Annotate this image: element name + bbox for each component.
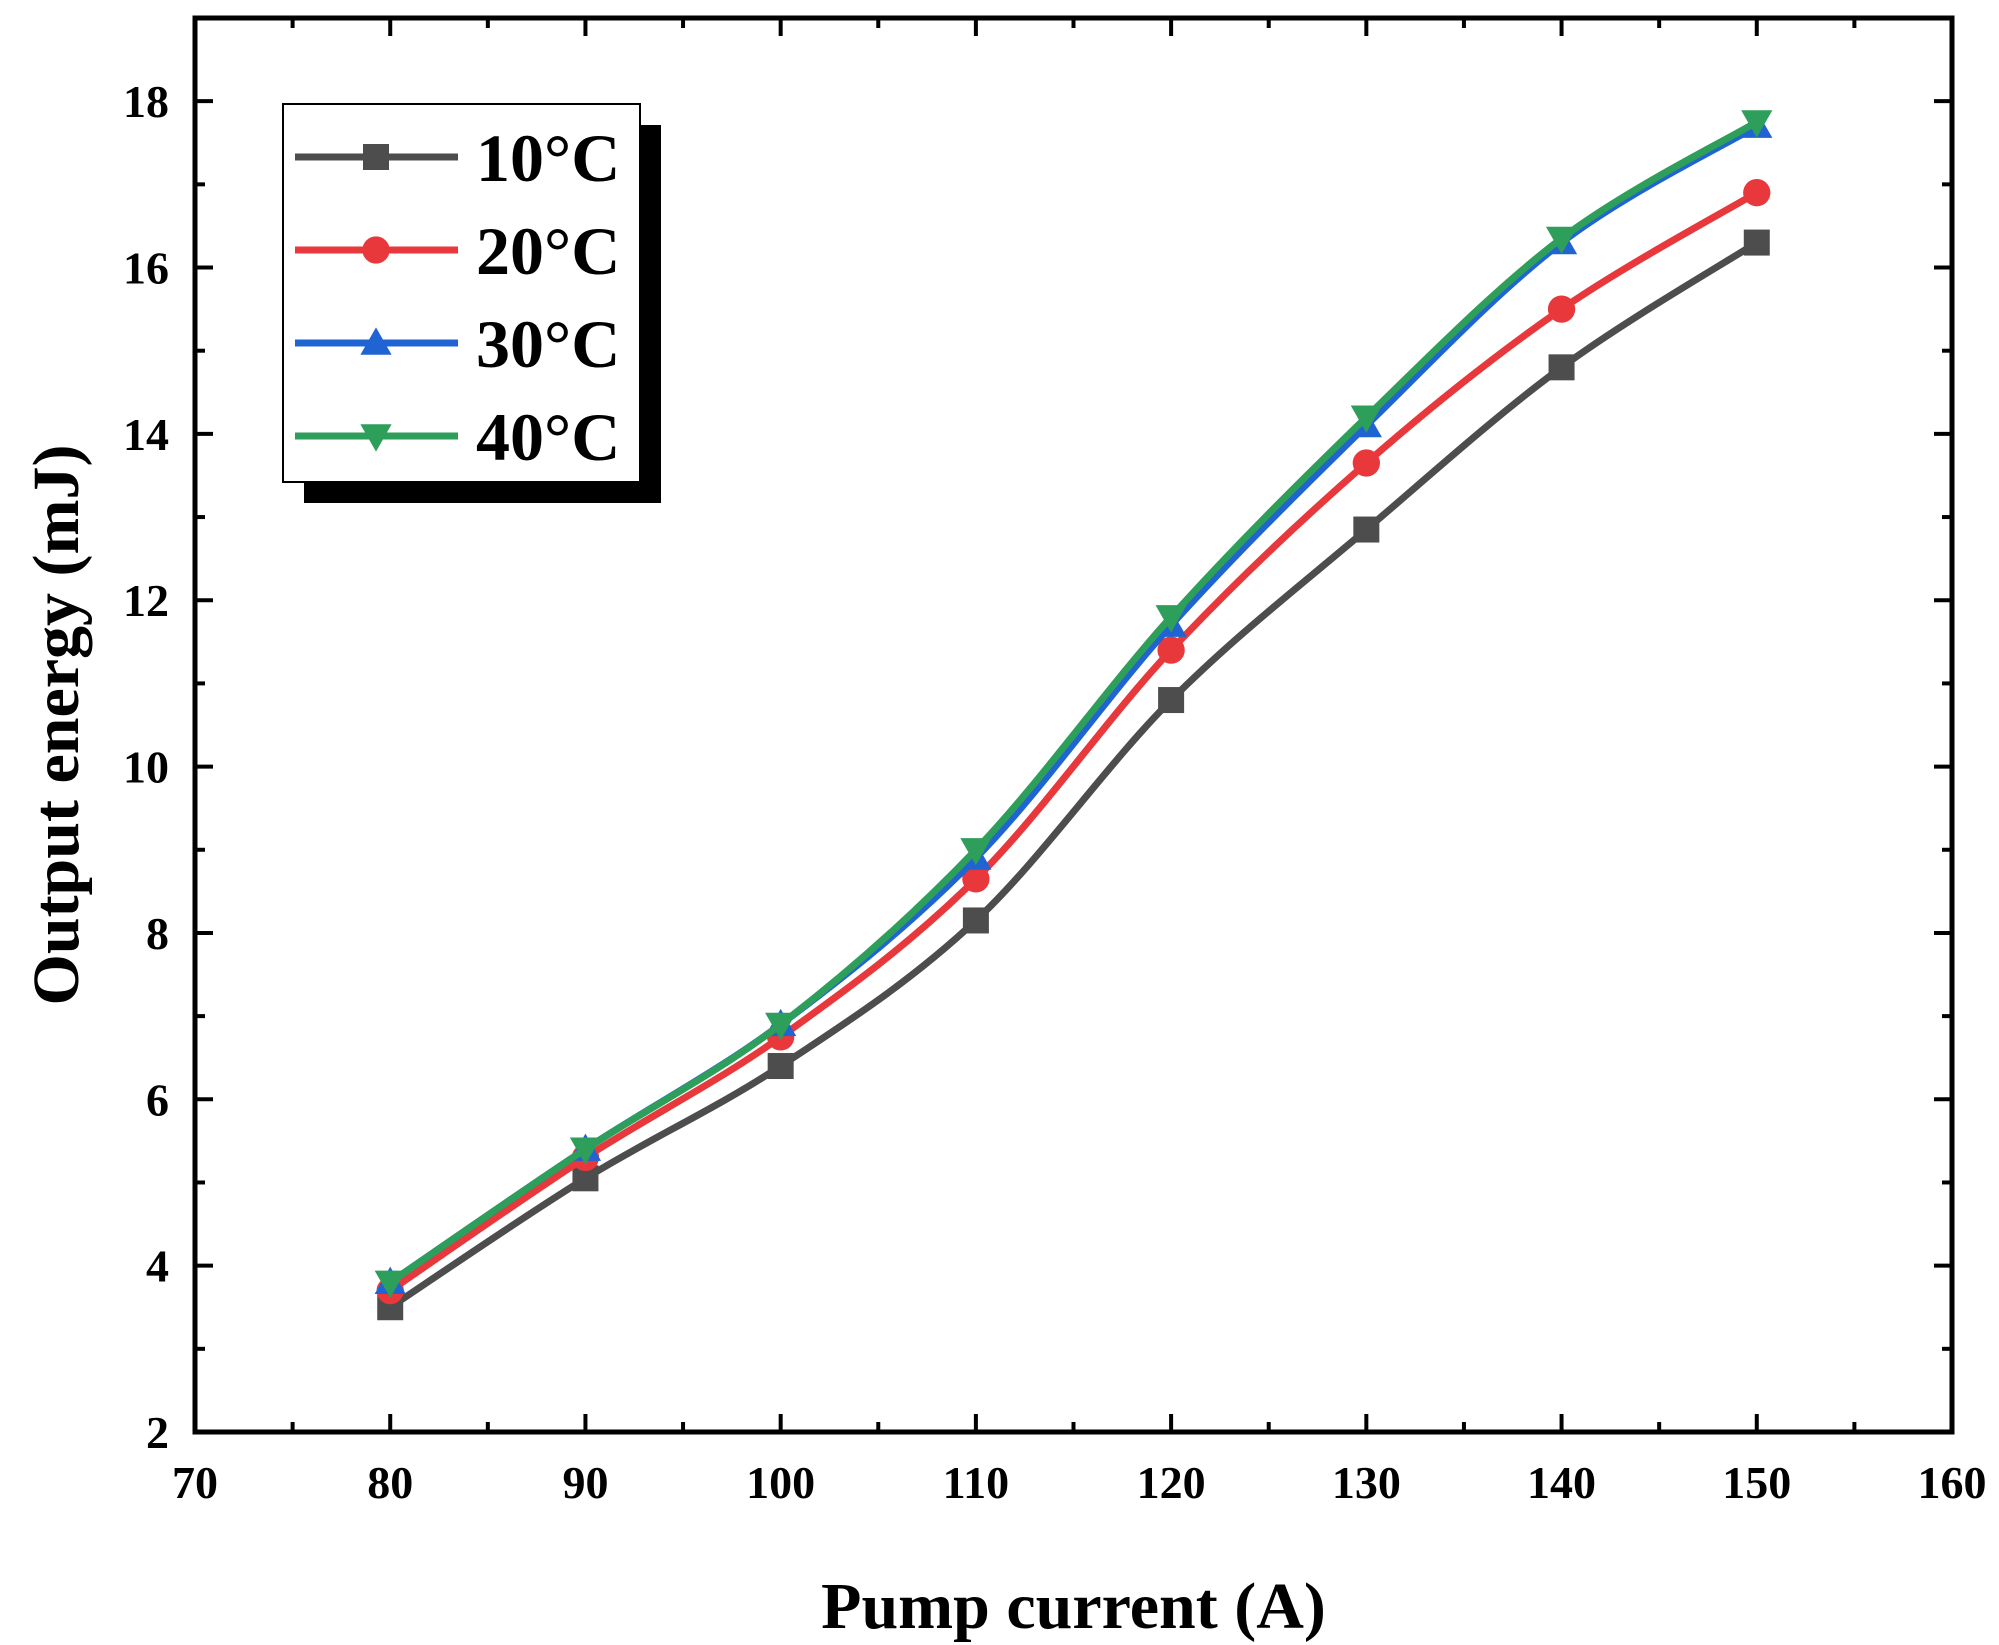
- y-tick-label: 18: [123, 76, 169, 127]
- data-point: [1353, 516, 1380, 543]
- data-point: [1155, 605, 1187, 633]
- data-point: [1743, 179, 1771, 207]
- legend-marker: [360, 327, 392, 355]
- legend-label: 20°C: [476, 213, 620, 289]
- series-4: [374, 110, 1773, 1298]
- x-tick-label: 140: [1527, 1457, 1596, 1508]
- legend-item: 10°C: [295, 120, 620, 196]
- legend-label: 10°C: [476, 120, 620, 196]
- x-tick-label: 110: [943, 1457, 1009, 1508]
- data-point: [1352, 449, 1380, 477]
- data-point: [1741, 110, 1773, 138]
- x-axis-title: Pump current (A): [821, 1570, 1326, 1643]
- data-point: [1548, 354, 1575, 381]
- x-tick-label: 160: [1918, 1457, 1987, 1508]
- y-tick-label: 4: [146, 1241, 169, 1292]
- data-point: [374, 1270, 406, 1298]
- y-tick-label: 2: [146, 1407, 169, 1458]
- y-tick-label: 14: [123, 409, 169, 460]
- y-tick-label: 12: [123, 575, 169, 626]
- legend-label: 30°C: [476, 306, 620, 382]
- x-tick-label: 100: [746, 1457, 815, 1508]
- legend-item: 40°C: [295, 399, 620, 475]
- legend-marker: [362, 236, 390, 264]
- data-point: [765, 1012, 797, 1041]
- series-line: [386, 189, 1761, 1295]
- legend-item: 30°C: [295, 306, 620, 382]
- x-tick-label: 150: [1722, 1457, 1791, 1508]
- data-point: [1158, 687, 1185, 714]
- legend-label: 40°C: [476, 399, 620, 475]
- x-tick-label: 130: [1332, 1457, 1401, 1508]
- data-point: [962, 907, 989, 934]
- legend-box: [282, 103, 641, 483]
- data-point: [1157, 636, 1185, 664]
- series-line: [386, 118, 1761, 1286]
- data-point: [1350, 405, 1382, 433]
- data-point: [962, 865, 990, 893]
- data-point: [1545, 226, 1578, 255]
- legend: 10°C 20°C 30°C 40°C: [282, 103, 661, 503]
- x-tick-label: 90: [562, 1457, 608, 1508]
- data-point: [960, 838, 992, 866]
- data-point: [1743, 229, 1770, 256]
- x-tick-label: 120: [1137, 1457, 1206, 1508]
- y-axis-title: Output energy (mJ): [20, 445, 93, 1006]
- y-tick-label: 6: [146, 1074, 169, 1125]
- plot-layer: [374, 110, 1773, 1321]
- axes-layer: 70 80 90 100 110 120 130 140 150 160 2 4 6 8 10 12 14 16 1…: [123, 15, 1987, 1508]
- y-tick-label: 16: [123, 243, 169, 294]
- legend-marker: [363, 144, 389, 170]
- data-point: [569, 1137, 602, 1165]
- data-point: [767, 1053, 794, 1080]
- legend-item: 20°C: [295, 213, 620, 289]
- y-tick-label: 10: [123, 742, 169, 793]
- x-tick-label: 80: [367, 1457, 413, 1508]
- series-2: [376, 179, 1771, 1305]
- data-point: [1547, 295, 1576, 323]
- series-line: [386, 239, 1761, 1311]
- y-tick-label: 8: [146, 908, 169, 959]
- x-tick-label: 70: [172, 1457, 218, 1508]
- legend-marker: [360, 424, 392, 452]
